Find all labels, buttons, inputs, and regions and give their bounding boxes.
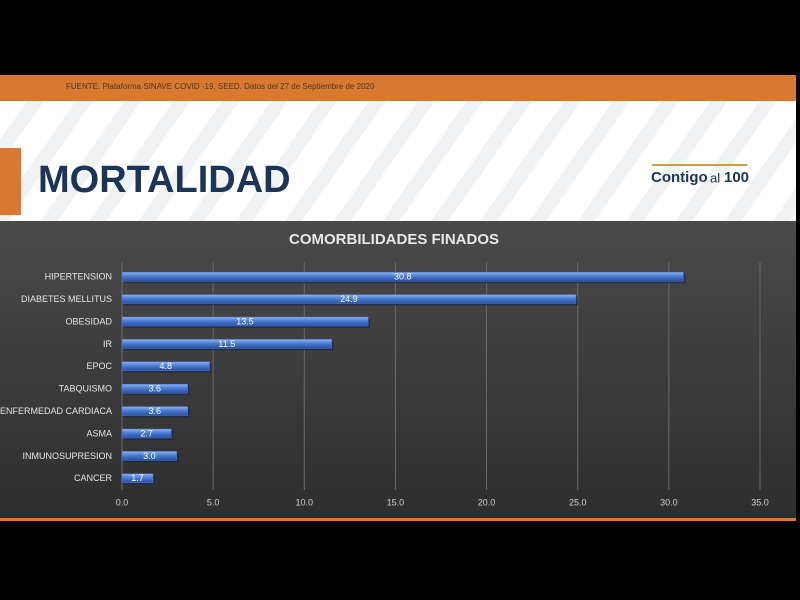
source-text: FUENTE. Plataforma SINAVE COVID -19, SEE… [66,82,375,91]
value-label: 4.8 [159,361,172,371]
bar [121,406,188,416]
bar [121,428,172,439]
value-label: 3.6 [149,406,162,416]
chart-title: COMORBILIDADES FINADOS [289,231,499,248]
logo-text: 100 [724,169,749,186]
x-tick-label: 25.0 [569,497,587,507]
bar [121,383,188,394]
bar [121,294,577,304]
y-tick-label: DIABETES MELLITUS [21,294,112,304]
x-tick-label: 15.0 [387,497,405,507]
page-title: MORTALIDAD [38,159,291,201]
value-label: 13.5 [236,316,254,326]
y-tick-label: TABQUISMO [59,384,112,394]
bar [121,316,369,327]
value-label: 11.5 [218,339,235,349]
x-tick-label: 0.0 [116,497,129,507]
title-area [0,101,796,221]
y-tick-label: CANCER [74,473,113,483]
bar [121,451,177,461]
y-tick-label: ENFERMEDAD CARDIACA [0,406,112,416]
x-tick-label: 20.0 [478,497,496,507]
x-tick-label: 35.0 [751,497,769,507]
bar [121,271,684,282]
y-tick-label: OBESIDAD [65,316,112,326]
y-tick-label: IR [103,339,113,349]
value-label: 30.8 [394,272,412,282]
y-tick-label: HIPERTENSION [45,272,112,282]
logo-text: al [710,170,720,185]
value-label: 3.0 [143,451,156,461]
chart-area [0,221,796,518]
plot: 0.0 5.0 10.0 15.0 20.0 25.0 30.0 35.0 HIPERTENSI… [0,262,769,507]
x-tick-label: 30.0 [660,497,678,507]
x-tick-label: 10.0 [296,497,314,507]
value-label: 24.9 [340,294,358,304]
x-tick-label: 5.0 [207,497,220,507]
logo-text: Contigo [651,169,708,186]
value-label: 2.7 [140,428,153,438]
title-accent [0,148,21,215]
y-tick-label: INMUNOSUPRESION [22,451,112,461]
y-tick-label: ASMA [86,428,112,438]
source-band [0,75,796,101]
logo-bar [652,164,747,166]
bar [121,361,210,372]
value-label: 3.6 [149,384,162,394]
logo: Contigo al 100 [651,164,749,186]
bottom-band [0,518,796,521]
bar [121,473,154,484]
value-label: 1.7 [131,473,144,483]
bar [121,339,332,349]
y-tick-label: EPOC [86,361,112,371]
